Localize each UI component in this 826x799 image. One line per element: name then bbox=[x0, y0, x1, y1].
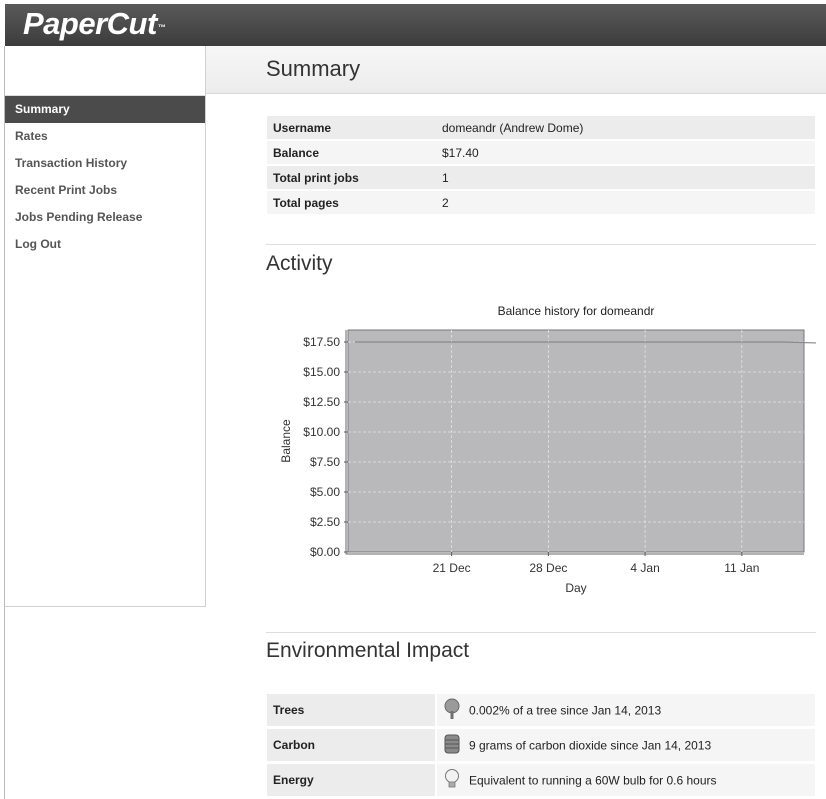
table-row: Total pages 2 bbox=[267, 191, 815, 214]
series-line-balance bbox=[354, 341, 825, 344]
table-row: Balance $17.40 bbox=[267, 141, 815, 164]
sidebar: Summary Rates Transaction History Recent… bbox=[5, 46, 206, 607]
y-tick-label: $15.00 bbox=[303, 365, 340, 379]
table-row: Energy Equivalent to running a 60W bulb … bbox=[267, 764, 815, 796]
x-tick-label: 11 Jan bbox=[724, 561, 759, 575]
chart-svg: Balance history for domeandr $0.00 $2.50 $5… bbox=[279, 304, 825, 595]
window-top-edge bbox=[0, 0, 826, 4]
barrel-icon bbox=[443, 733, 461, 758]
activity-heading: Activity bbox=[266, 252, 333, 275]
app-header: PaperCut™ bbox=[5, 4, 826, 46]
env-value-carbon: 9 grams of carbon dioxide since Jan 14, … bbox=[435, 729, 815, 761]
sidebar-item-log-out[interactable]: Log Out bbox=[15, 237, 61, 251]
plot-area bbox=[347, 329, 805, 553]
env-label-carbon: Carbon bbox=[267, 729, 435, 761]
summary-value-balance: $17.40 bbox=[436, 141, 815, 164]
table-row: Trees 0.002% of a tree since Jan 14, 201… bbox=[267, 694, 815, 726]
y-axis-label: Balance bbox=[279, 419, 293, 463]
env-text-energy: Equivalent to running a 60W bulb for 0.6… bbox=[469, 773, 717, 787]
x-tick-label: 21 Dec bbox=[433, 561, 471, 575]
frame-border bbox=[4, 46, 5, 799]
sidebar-item-jobs-pending-release[interactable]: Jobs Pending Release bbox=[15, 210, 143, 224]
page-title: Summary bbox=[266, 56, 361, 81]
table-row: Username domeandr (Andrew Dome) bbox=[267, 116, 815, 139]
summary-label-total-pages: Total pages bbox=[267, 191, 436, 214]
y-tick-label: $17.50 bbox=[303, 335, 340, 349]
sidebar-item-recent-print-jobs[interactable]: Recent Print Jobs bbox=[15, 183, 118, 197]
balance-history-chart: Balance history for domeandr $0.00 $2.50 $5… bbox=[276, 300, 825, 600]
env-value-energy: Equivalent to running a 60W bulb for 0.6… bbox=[435, 764, 815, 796]
environmental-impact-heading: Environmental Impact bbox=[266, 639, 470, 662]
sidebar-item-transaction-history[interactable]: Transaction History bbox=[15, 156, 128, 170]
env-label-energy: Energy bbox=[267, 764, 435, 796]
summary-label-balance: Balance bbox=[267, 141, 436, 164]
summary-table: Username domeandr (Andrew Dome) Balance … bbox=[267, 114, 815, 216]
chart-title: Balance history for domeandr bbox=[498, 304, 655, 318]
x-tick-label: 28 Dec bbox=[529, 561, 567, 575]
summary-value-username: domeandr (Andrew Dome) bbox=[436, 116, 815, 139]
tree-icon bbox=[443, 698, 461, 723]
env-label-trees: Trees bbox=[267, 694, 435, 726]
section-divider bbox=[266, 632, 816, 633]
sidebar-item-summary[interactable]: Summary bbox=[5, 96, 205, 123]
y-tick-label: $7.50 bbox=[310, 455, 340, 469]
y-tick-label: $10.00 bbox=[303, 425, 340, 439]
env-value-trees: 0.002% of a tree since Jan 14, 2013 bbox=[435, 694, 815, 726]
y-tick-label: $5.00 bbox=[310, 485, 340, 499]
table-row: Total print jobs 1 bbox=[267, 166, 815, 189]
sidebar-spacer bbox=[5, 46, 205, 96]
x-axis-label: Day bbox=[565, 581, 586, 595]
y-tick-label: $12.50 bbox=[303, 395, 340, 409]
lightbulb-icon bbox=[443, 768, 461, 793]
table-row: Carbon 9 grams of carbon dioxide since J… bbox=[267, 729, 815, 761]
papercut-logo[interactable]: PaperCut™ bbox=[23, 6, 166, 41]
sidebar-item-rates[interactable]: Rates bbox=[15, 129, 48, 143]
env-text-carbon: 9 grams of carbon dioxide since Jan 14, … bbox=[469, 738, 712, 752]
environmental-impact-table: Trees 0.002% of a tree since Jan 14, 201… bbox=[267, 691, 815, 799]
env-text-trees: 0.002% of a tree since Jan 14, 2013 bbox=[469, 703, 662, 717]
summary-label-total-print-jobs: Total print jobs bbox=[267, 166, 436, 189]
summary-value-total-pages: 2 bbox=[436, 191, 815, 214]
y-tick-label: $2.50 bbox=[310, 515, 340, 529]
summary-value-total-print-jobs: 1 bbox=[436, 166, 815, 189]
page-title-band: Summary bbox=[206, 46, 826, 94]
summary-label-username: Username bbox=[267, 116, 436, 139]
y-tick-label: $0.00 bbox=[310, 545, 340, 559]
x-tick-label: 4 Jan bbox=[630, 561, 659, 575]
section-divider bbox=[266, 244, 816, 245]
